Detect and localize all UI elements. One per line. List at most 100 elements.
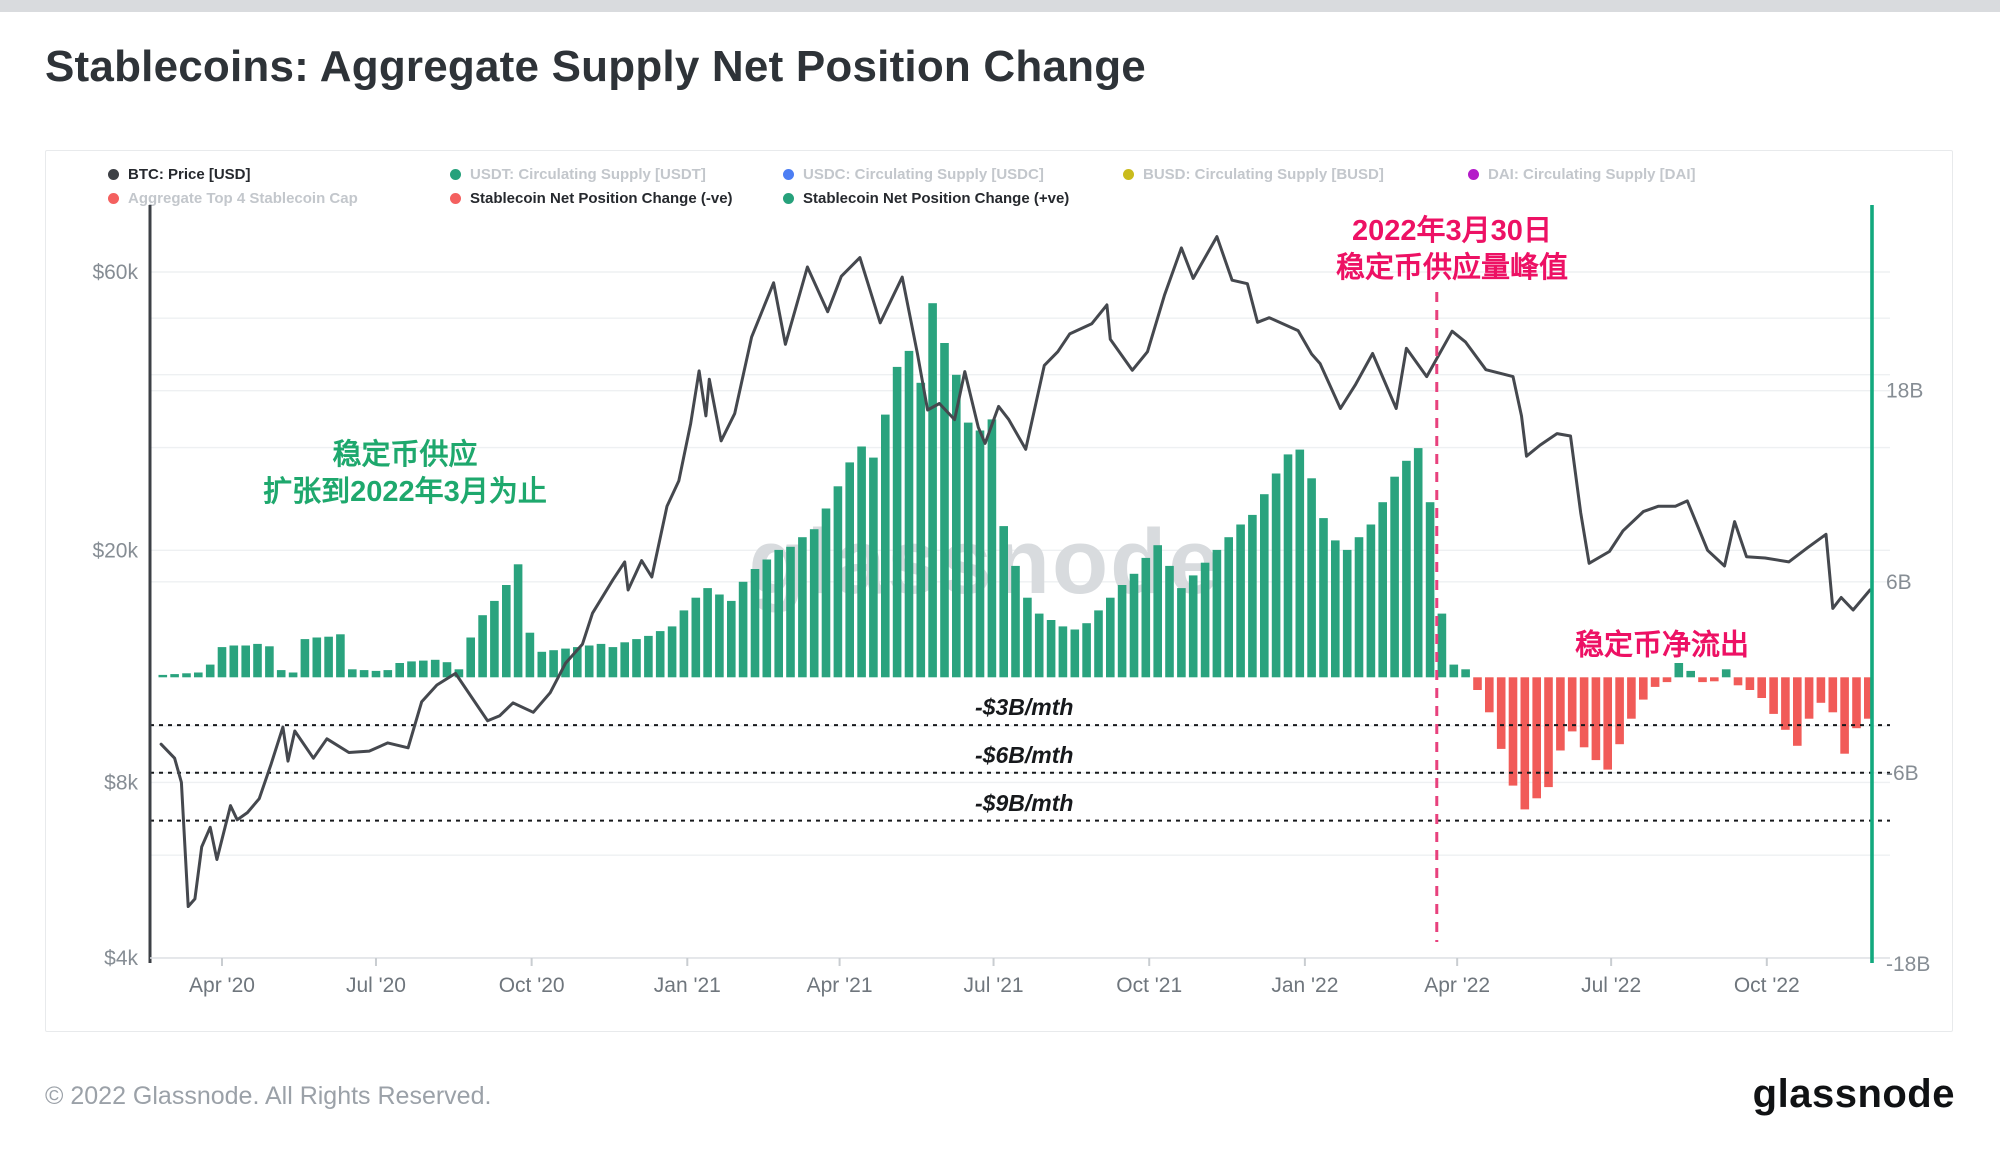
legend-item-npc-negative[interactable]: Stablecoin Net Position Change (-ve) <box>450 190 733 207</box>
bar-positive <box>1413 448 1423 678</box>
bar-positive <box>170 674 179 678</box>
bar-positive <box>715 594 724 678</box>
bar-positive <box>336 634 345 678</box>
bar-positive <box>419 660 428 678</box>
bar-positive <box>1271 473 1281 678</box>
bar-positive <box>809 529 819 678</box>
axis-tick-label: 18B <box>1886 380 1923 403</box>
bar-positive <box>1260 494 1269 678</box>
bar-positive <box>395 663 404 678</box>
legend-label: USDT: Circulating Supply [USDT] <box>470 166 706 183</box>
rate-label-6b: -$6B/mth <box>975 742 1074 768</box>
annotation-net-outflow-text: 稳定币净流出 <box>1574 629 1750 662</box>
bar-negative <box>1662 677 1672 683</box>
legend-label: BUSD: Circulating Supply [BUSD] <box>1143 166 1384 183</box>
bar-positive <box>940 343 949 678</box>
bar-negative <box>1804 677 1814 719</box>
bar-negative <box>1485 677 1494 713</box>
legend-dot-usdt <box>450 169 461 180</box>
axis-tick-label: Jul '22 <box>1581 974 1641 997</box>
bar-positive <box>513 564 523 678</box>
bar-negative <box>1603 677 1612 770</box>
top-window-strip <box>0 0 2000 12</box>
axis-tick-label: Oct '22 <box>1734 974 1800 997</box>
bar-negative <box>1733 677 1743 686</box>
bar-positive <box>975 430 985 678</box>
bar-negative <box>1627 677 1636 719</box>
axis-tick-label: Apr '21 <box>807 974 873 997</box>
bar-positive <box>857 446 866 678</box>
bar-positive <box>1686 670 1695 678</box>
axis-tick-label: -6B <box>1886 762 1919 785</box>
bar-positive <box>1461 669 1470 678</box>
bar-positive <box>383 670 393 678</box>
reference-lines <box>150 724 1890 822</box>
bar-positive <box>1106 597 1115 678</box>
bar-positive <box>596 643 606 678</box>
bar-negative <box>1615 677 1624 745</box>
bar-positive <box>324 636 333 678</box>
bar-positive <box>288 672 298 678</box>
annotation-supply-peak: 2022年3月30日 稳定币供应量峰值 <box>1336 213 1568 287</box>
legend-item-usdc-supply[interactable]: USDC: Circulating Supply [USDC] <box>783 166 1044 183</box>
bar-positive <box>1331 540 1340 678</box>
annotation-supply-expansion-line2: 扩张到2022年3月为止 <box>263 476 547 508</box>
bar-positive <box>573 647 582 678</box>
bar-positive <box>738 581 748 678</box>
bar-positive <box>963 422 973 678</box>
bar-positive <box>312 637 322 678</box>
bar-negative <box>1544 677 1553 788</box>
legend-dot-npc-negative <box>450 193 461 204</box>
page-title: Stablecoins: Aggregate Supply Net Positi… <box>45 42 1146 91</box>
legend-dot-npc-positive <box>783 193 794 204</box>
annotation-net-outflow: 稳定币净流出 <box>1575 628 1749 665</box>
legend-item-npc-positive[interactable]: Stablecoin Net Position Change (+ve) <box>783 190 1069 207</box>
bar-positive <box>1141 557 1151 678</box>
axis-tick-label: -18B <box>1886 953 1930 976</box>
bar-positive <box>182 673 191 678</box>
annotation-supply-expansion: 稳定币供应 扩张到2022年3月为止 <box>263 437 547 511</box>
bar-negative <box>1639 677 1648 700</box>
bar-negative <box>1828 677 1838 713</box>
bar-positive <box>881 414 890 678</box>
axis-tick-label: $8k <box>104 771 138 794</box>
bar-negative <box>1556 677 1565 751</box>
axis-tick-label: Jan '22 <box>1271 974 1338 997</box>
bar-positive <box>1200 562 1210 678</box>
legend-dot-dai <box>1468 169 1479 180</box>
legend-item-aggregate-cap[interactable]: Aggregate Top 4 Stablecoin Cap <box>108 190 358 207</box>
bar-positive <box>276 670 286 678</box>
bar-positive <box>1390 476 1399 678</box>
legend-item-dai-supply[interactable]: DAI: Circulating Supply [DAI] <box>1468 166 1696 183</box>
bar-positive <box>1011 565 1020 678</box>
bar-positive <box>1319 518 1328 678</box>
bar-positive <box>549 650 558 678</box>
bar-positive <box>727 600 736 678</box>
bar-positive <box>750 569 760 678</box>
bar-positive <box>253 643 262 678</box>
bar-positive <box>655 631 665 678</box>
bar-negative <box>1532 677 1541 799</box>
axis-tick-labels: $60k $20k $8k $4k 18B 6B -6B -18B Apr '20 Jul '20… <box>92 261 1930 997</box>
rate-label-9b: -$9B/mth <box>975 790 1074 816</box>
legend-dot-aggregate <box>108 193 119 204</box>
bar-negative <box>1745 677 1755 690</box>
bar-positive <box>1248 514 1257 678</box>
bar-negative <box>1710 677 1719 682</box>
axis-tick-label: $60k <box>92 261 138 284</box>
bar-positive <box>1153 545 1162 678</box>
bar-positive <box>703 588 712 678</box>
bar-positive <box>454 669 464 678</box>
annotation-supply-peak-line1: 2022年3月30日 <box>1352 215 1552 247</box>
btc-price-line <box>159 235 1872 908</box>
bar-positive <box>359 670 369 678</box>
bar-positive <box>348 669 357 678</box>
bar-negative <box>1567 677 1577 732</box>
legend-item-busd-supply[interactable]: BUSD: Circulating Supply [BUSD] <box>1123 166 1384 183</box>
bar-positive <box>916 382 926 678</box>
bar-positive <box>833 486 843 678</box>
legend-item-usdt-supply[interactable]: USDT: Circulating Supply [USDT] <box>450 166 706 183</box>
legend-item-btc-price[interactable]: BTC: Price [USD] <box>108 166 251 183</box>
axis-tick-label: 6B <box>1886 571 1912 594</box>
axis-tick-label: Jul '20 <box>346 974 406 997</box>
